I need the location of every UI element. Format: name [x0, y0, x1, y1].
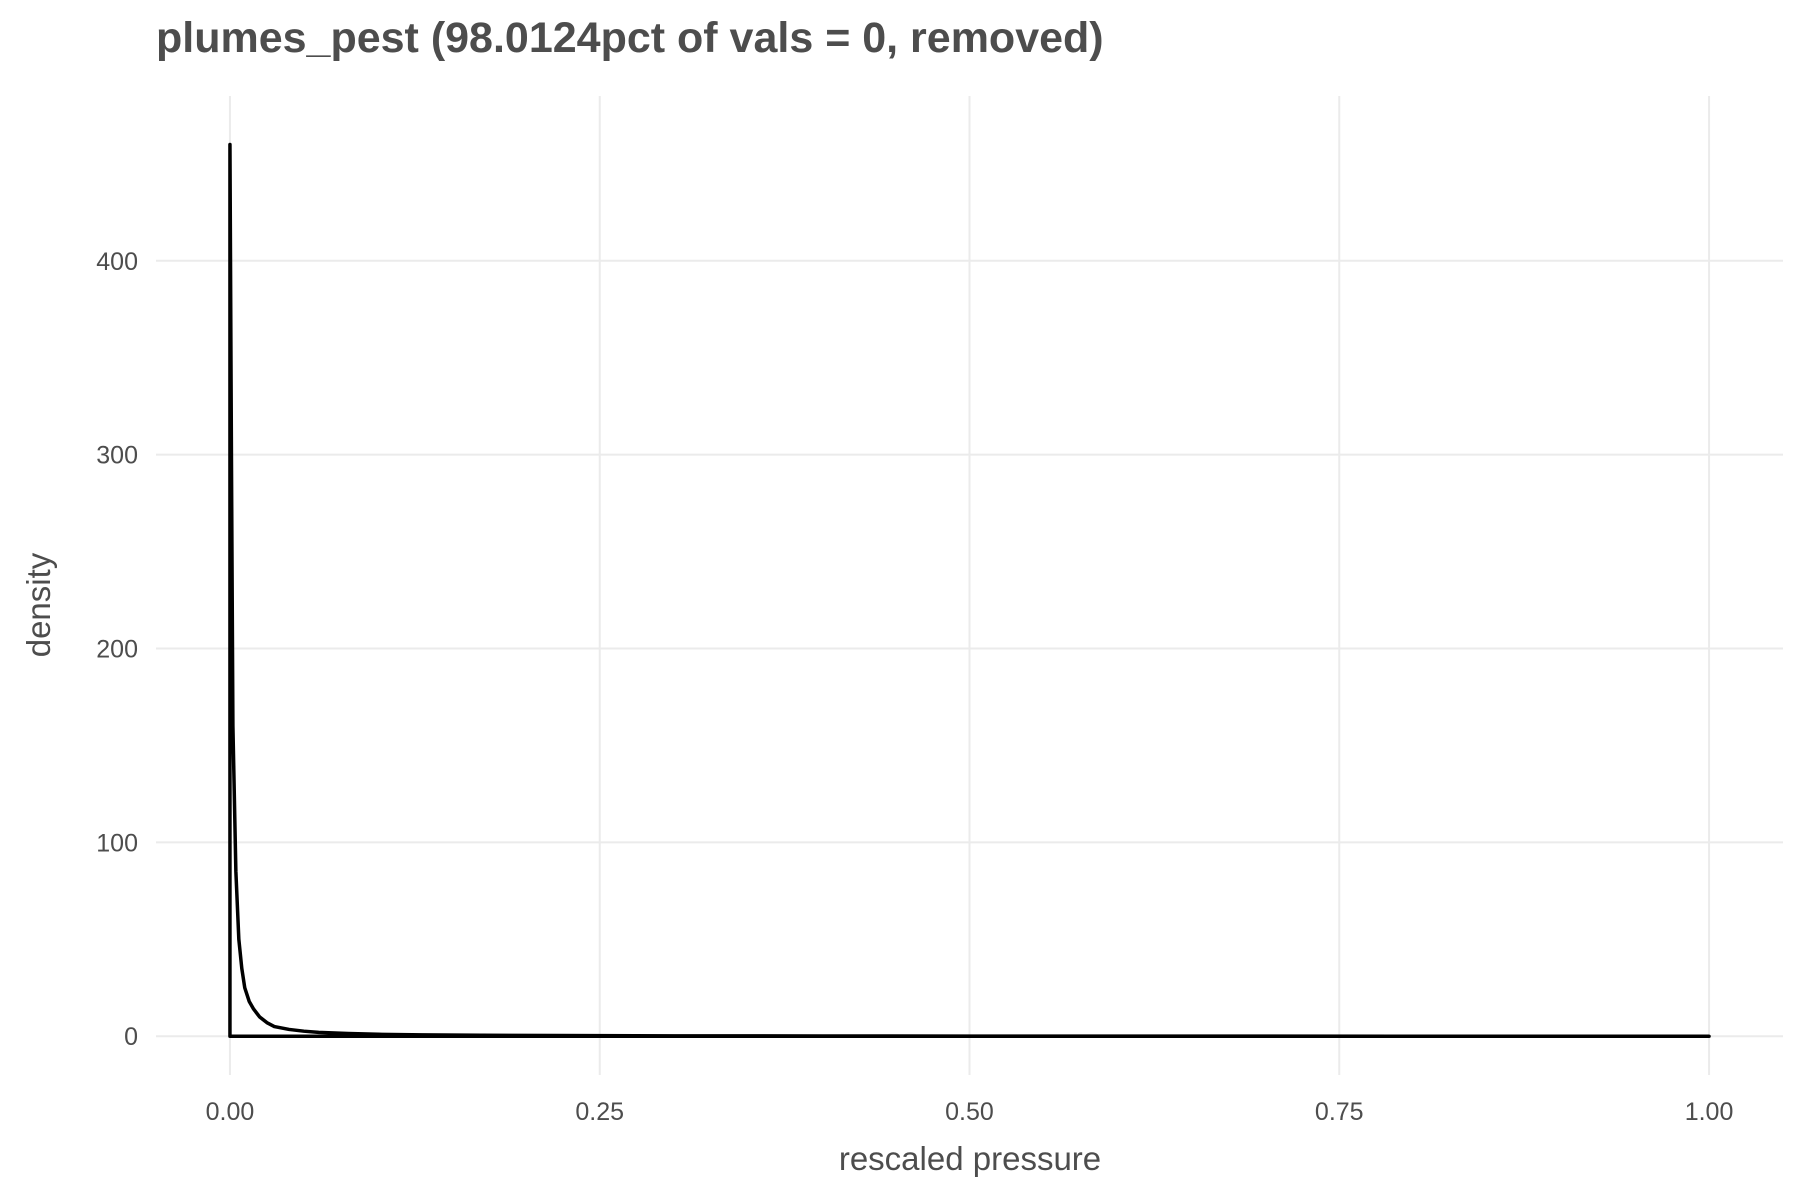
x-axis-title: rescaled pressure — [839, 1140, 1101, 1177]
y-tick-label: 100 — [96, 829, 138, 857]
x-tick-label: 0.25 — [575, 1098, 624, 1126]
x-tick-label: 0.50 — [945, 1098, 994, 1126]
y-tick-label: 300 — [96, 442, 138, 470]
grid-lines — [156, 96, 1783, 1075]
chart-title: plumes_pest (98.0124pct of vals = 0, rem… — [156, 14, 1104, 62]
x-tick-label: 0.00 — [206, 1098, 255, 1126]
x-tick-label: 0.75 — [1315, 1098, 1364, 1126]
y-tick-label: 0 — [124, 1023, 138, 1051]
density-series — [228, 142, 1711, 1038]
x-tick-label: 1.00 — [1685, 1098, 1734, 1126]
y-tick-label: 400 — [96, 248, 138, 276]
tick-labels: 0.00 0.25 0.50 0.75 1.00 0 100 200 300 400 — [96, 248, 1733, 1126]
y-axis-title: density — [20, 552, 57, 657]
y-tick-label: 200 — [96, 636, 138, 664]
density-line-0 — [228, 142, 1711, 1038]
